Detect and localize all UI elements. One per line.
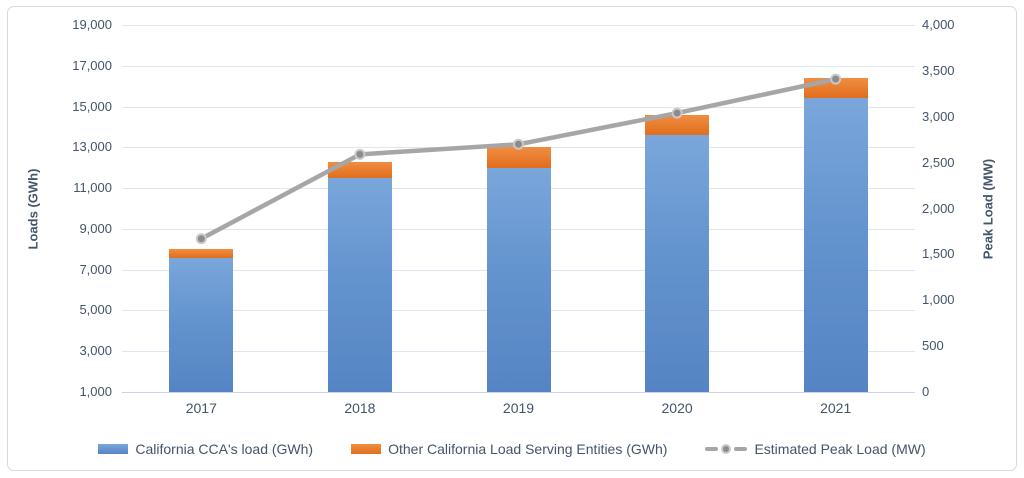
x-axis-label: 2019 [502, 400, 535, 416]
bar-cca-2018 [327, 177, 392, 392]
left-axis-tick-label: 11,000 [73, 180, 112, 196]
right-axis-tick-label: 4,000 [922, 17, 955, 32]
x-axis-label: 2021 [820, 400, 852, 416]
gridline [122, 25, 915, 26]
bar-other-lse-2017 [169, 249, 234, 259]
left-axis-tick-label: 19,000 [72, 17, 112, 32]
bar-cca-2017 [169, 258, 234, 392]
x-axis-label: 2017 [185, 400, 217, 416]
legend-label-cca: California CCA's load (GWh) [135, 441, 314, 457]
right-axis-tick-label: 2,500 [922, 154, 955, 170]
left-axis-tick-label: 13,000 [72, 139, 112, 155]
legend-item-peak-load: Estimated Peak Load (MW) [705, 441, 926, 457]
right-axis-tick-label: 3,000 [922, 108, 955, 124]
gridline [122, 106, 915, 108]
right-axis-title: Peak Load (MW) [980, 158, 996, 260]
x-axis-label: 2018 [344, 400, 376, 416]
peak-load-line-swatch-icon [705, 443, 748, 455]
left-axis-tick-label: 15,000 [72, 98, 112, 114]
left-axis-tick-label: 3,000 [79, 343, 112, 359]
legend: California CCA's load (GWh) Other Califo… [0, 438, 1024, 460]
other-lse-bar-swatch-icon [351, 444, 382, 454]
legend-item-cca: California CCA's load (GWh) [98, 441, 313, 457]
bar-cca-2020 [645, 135, 710, 392]
right-axis-tick-label: 1,500 [922, 246, 955, 262]
left-axis-title: Loads (GWh) [25, 168, 41, 250]
x-axis-label: 2020 [661, 400, 693, 416]
gridline [122, 65, 915, 67]
right-axis-tick-label: 1,000 [922, 292, 955, 308]
bar-other-lse-2021 [803, 78, 868, 99]
bar-cca-2021 [803, 98, 868, 392]
bar-cca-2019 [486, 167, 551, 392]
left-axis-tick-label: 7,000 [79, 261, 112, 277]
legend-item-other-lse: Other California Load Serving Entities (… [351, 441, 667, 457]
legend-label-other-lse: Other California Load Serving Entities (… [388, 441, 668, 457]
legend-label-peak-load: Estimated Peak Load (MW) [754, 441, 926, 457]
left-axis-tick-label: 1,000 [79, 384, 112, 399]
right-axis-tick-label: 3,500 [922, 62, 955, 78]
bar-other-lse-2018 [327, 161, 392, 178]
cca-bar-swatch-icon [98, 444, 129, 454]
left-axis-tick-label: 5,000 [79, 302, 112, 318]
right-axis-tick-label: 500 [922, 338, 944, 354]
bar-other-lse-2020 [645, 114, 710, 136]
left-axis-tick-label: 9,000 [79, 220, 112, 236]
right-axis-tick-label: 0 [922, 384, 930, 399]
x-axis-line [122, 392, 915, 393]
left-axis-tick-label: 17,000 [72, 57, 112, 73]
right-axis-tick-label: 2,000 [922, 200, 955, 216]
bar-other-lse-2019 [486, 147, 551, 168]
